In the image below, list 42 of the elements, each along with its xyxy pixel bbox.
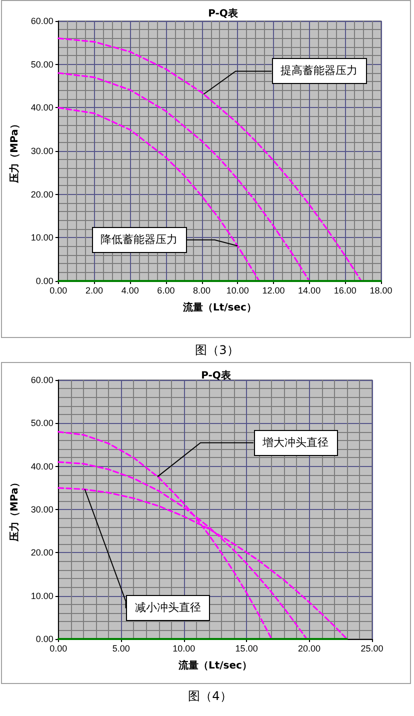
x-tick-label: 4.00 — [121, 286, 139, 296]
x-axis-title: 流量（Lt/sec） — [182, 302, 256, 314]
y-axis-title: 压力（MPa） — [8, 478, 20, 542]
x-tick-label: 16.00 — [334, 286, 356, 296]
annotation: 增大冲头直径 — [254, 430, 338, 456]
y-tick-label: 20.00 — [30, 189, 54, 200]
x-tick-label: 18.00 — [370, 286, 392, 296]
text: 图（4） — [188, 688, 232, 704]
chart-title: P-Q表 — [201, 370, 232, 382]
x-tick-label: 6.00 — [157, 286, 175, 296]
chart-title: P-Q表 — [208, 8, 239, 20]
x-tick-label: 5.00 — [112, 644, 130, 654]
x-axis-title: 流量（Lt/sec） — [177, 660, 252, 672]
x-tick-label: 14.00 — [298, 286, 321, 296]
x-tick-label: 10.00 — [226, 286, 249, 296]
x-tick-label: 15.00 — [235, 644, 258, 654]
x-tick-label: 25.00 — [360, 644, 384, 654]
y-tick-label: 30.00 — [30, 504, 54, 514]
x-tick-label: 2.00 — [86, 286, 104, 296]
x-tick-label: 10.00 — [172, 644, 196, 654]
annotation: 减小冲头直径 — [126, 595, 210, 622]
y-tick-label: 10.00 — [30, 590, 54, 601]
y-tick-label: 60.00 — [30, 375, 54, 385]
y-tick-label: 50.00 — [30, 418, 54, 428]
y-tick-label: 0.00 — [36, 276, 54, 286]
y-tick-label: 60.00 — [30, 16, 54, 26]
y-tick-label: 30.00 — [30, 146, 54, 156]
y-tick-label: 0.00 — [36, 634, 54, 644]
y-tick-label: 20.00 — [30, 548, 54, 558]
y-tick-label: 40.00 — [30, 461, 54, 472]
y-tick-label: 10.00 — [30, 232, 54, 243]
y-axis-title: 压力（MPa） — [8, 119, 20, 184]
x-tick-label: 8.00 — [193, 286, 211, 296]
text: 图（3） — [195, 342, 239, 358]
annotation: 提高蓄能器压力 — [272, 58, 367, 84]
x-tick-label: 20.00 — [298, 644, 321, 654]
x-tick-label: 0.00 — [50, 286, 68, 296]
y-tick-label: 40.00 — [30, 102, 54, 113]
y-tick-label: 50.00 — [30, 59, 54, 70]
x-tick-label: 0.00 — [50, 644, 68, 654]
x-tick-label: 12.00 — [262, 286, 285, 296]
annotation: 降低蓄能器压力 — [92, 226, 187, 253]
